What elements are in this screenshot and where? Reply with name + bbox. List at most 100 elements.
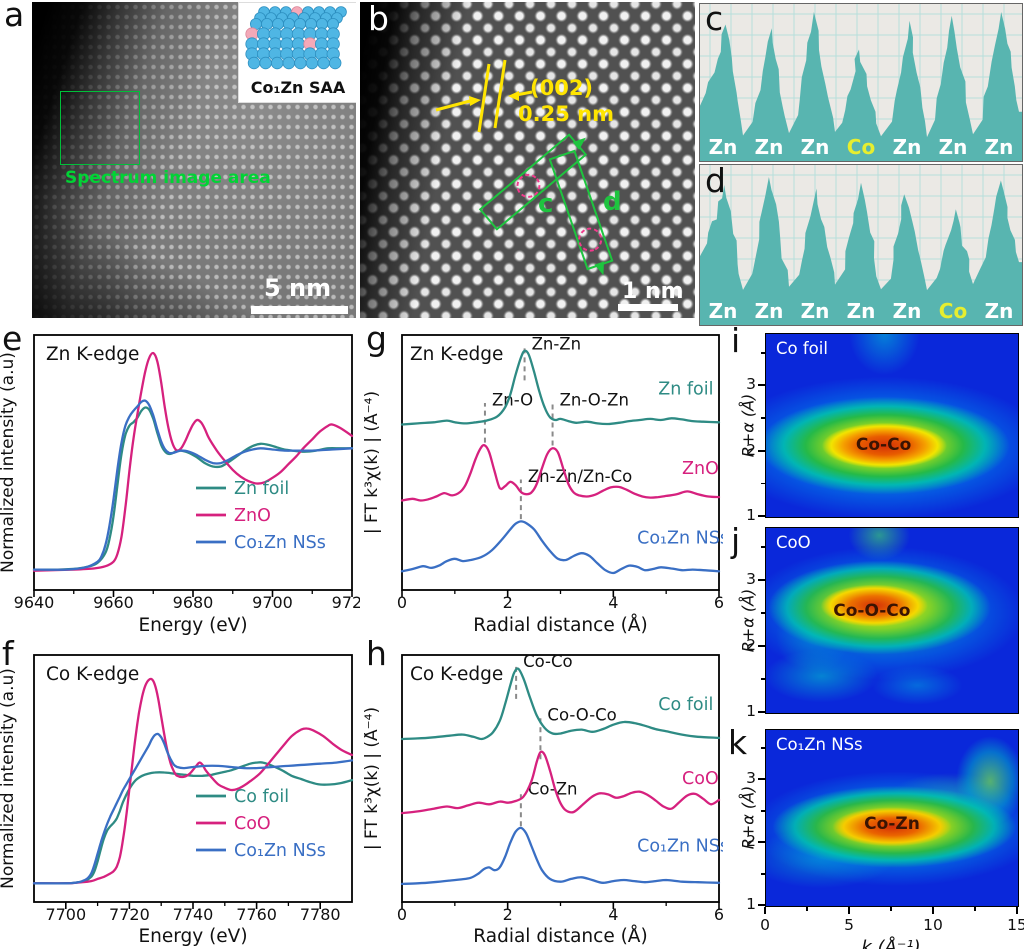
legend-label: ZnO [234, 506, 271, 526]
zn-atom-sphere [317, 56, 330, 70]
y-minor-tick [761, 546, 765, 548]
atom-column-label: Zn [755, 299, 784, 323]
arrow-head-icon [572, 137, 586, 150]
peak-assignment-label: Zn-Zn/Zn-Co [528, 467, 632, 486]
y-minor-tick [761, 417, 765, 419]
co-xanes-chart: 7700 7720 7740 7760 7780 Energy (eV) Normalize… [0, 654, 354, 947]
wavelet-hotspot-label: Co-Co [855, 435, 912, 456]
panel-letter-h: h [366, 634, 387, 673]
x-tick-label: 4 [608, 593, 618, 612]
series-name-label: CoO [682, 769, 719, 789]
peak-assignment-label: Zn-Zn [532, 335, 581, 354]
plane-index-label: (002) [530, 76, 593, 100]
wavelet-map-co-foil: Co foil Co-Co [765, 333, 1019, 518]
arrow-head-icon [508, 91, 519, 101]
wavelet-hotspot-label: Co-O-Co [833, 600, 911, 621]
peak-assignment-label: Co-O-Co [547, 705, 616, 724]
spacing-arrow-left [435, 99, 471, 112]
panel-letter-f: f [2, 634, 14, 673]
y-axis-label: Normalized intensity (a.u) [0, 668, 18, 889]
y-tick-label: 1 [746, 702, 756, 720]
x-tick [1016, 907, 1018, 914]
legend-label: Zn foil [234, 479, 289, 499]
panel-letter-e: e [2, 319, 23, 358]
zn-exafs-ft-chart: 0 2 4 6 Radial distance (Å) | FT k³χ(k) | (Å⁻… [364, 334, 723, 635]
x-tick [932, 907, 934, 914]
y-minor-tick [761, 482, 765, 485]
series-line-co₁zn-nss [400, 520, 721, 575]
series-name-label: ZnO [682, 459, 719, 479]
atom-column-label: Zn [939, 135, 968, 159]
zn-atom-sphere [294, 56, 307, 70]
zn-atom-sphere [305, 56, 319, 70]
y-axis-label: R+α (Å) [738, 393, 758, 457]
wavelet-sample-name: CoO [776, 533, 811, 552]
atom-column-label: Co [847, 135, 875, 159]
x-tick [848, 907, 850, 914]
series-line-co₁zn-nss [400, 826, 721, 886]
y-minor-tick [761, 352, 765, 354]
y-tick-label: 1 [746, 506, 756, 524]
series-line-zno [32, 351, 354, 572]
atom-column-label: Zn [893, 299, 922, 323]
x-tick-label: 9680 [173, 593, 214, 612]
y-minor-tick [761, 810, 765, 812]
y-minor-tick [761, 678, 765, 680]
series-line-zn-foil [400, 349, 721, 426]
series-name-label: Co₁Zn NSs [637, 837, 723, 857]
scale-bar-5nm [251, 306, 348, 314]
x-tick-label: 10 [923, 916, 943, 934]
y-tick-label: 3 [746, 769, 756, 788]
x-tick-label: 0 [397, 905, 407, 924]
co1zn-saa-model [245, 6, 347, 70]
y-tick [758, 449, 765, 452]
scale-bar-label-5nm: 5 nm [264, 274, 332, 302]
atom-column-label: Zn [801, 299, 830, 323]
y-axis-label: Normalized intensity (a.u) [0, 352, 18, 573]
peak-assignment-label: Zn-O-Zn [560, 390, 629, 409]
spectrum-image-area-box [60, 91, 140, 165]
co1zn-saa-model-inset: Co₁Zn SAA [238, 2, 356, 103]
zn-atom-sphere [282, 56, 296, 70]
x-tick-label: 9720 [332, 593, 360, 612]
y-tick-label: 2 [746, 832, 756, 851]
legend-label: Co₁Zn NSs [234, 533, 326, 553]
stem-atomic-image: (002) 0.25 nm c d 1 nm [360, 2, 695, 318]
atom-column-label: Zn [985, 135, 1014, 159]
x-tick-label: 15 [1007, 916, 1024, 934]
y-tick [758, 778, 765, 781]
y-tick [758, 841, 765, 844]
intensity-profile-chart-d: Zn Zn Zn Zn Zn Co Zn [700, 165, 1022, 330]
co-atom-circle [578, 227, 603, 252]
intensity-profile-chart-c: Zn Zn Zn Co Zn Zn Zn [700, 4, 1022, 166]
panel-letter-g: g [366, 319, 387, 358]
atom-column-label: Zn [801, 135, 830, 159]
series-line-co₁zn-nss [32, 399, 354, 571]
legend-label: CoO [234, 814, 271, 834]
legend-label: Co₁Zn NSs [234, 841, 326, 861]
wavelet-panel-co-foil: Co foil Co-Co 1 2 3 R+α (Å) [738, 323, 1024, 524]
box-d-label: d [603, 187, 622, 217]
wavelet-map-co1zn-nss: Co₁Zn NSs Co-Zn [765, 729, 1019, 907]
x-axis-label: k (Å⁻¹) [861, 937, 921, 949]
atom-column-label: Zn [709, 299, 738, 323]
y-tick-label: 2 [746, 440, 756, 459]
chart-title: Zn K-edge [410, 344, 503, 365]
y-axis-label: | FT k³χ(k) | (Å⁻⁴) [364, 391, 382, 534]
x-tick-label: 2 [503, 593, 513, 612]
x-tick-label: 6 [714, 593, 723, 612]
series-name-label: Zn foil [658, 380, 713, 400]
panel-letter-i: i [731, 321, 741, 360]
y-minor-tick [761, 612, 765, 614]
x-tick-label: 7760 [236, 905, 277, 924]
x-tick-label: 7740 [173, 905, 214, 924]
lattice-plane-line [493, 59, 507, 129]
series-line-co₁zn-nss [32, 732, 354, 885]
arrow-head-icon [469, 96, 481, 106]
x-tick-label: 9640 [14, 593, 55, 612]
y-tick [758, 644, 765, 647]
series-line-co-foil [32, 761, 354, 885]
wavelet-map-coo: CoO Co-O-Co [765, 527, 1019, 714]
x-tick-label: 7720 [109, 905, 150, 924]
